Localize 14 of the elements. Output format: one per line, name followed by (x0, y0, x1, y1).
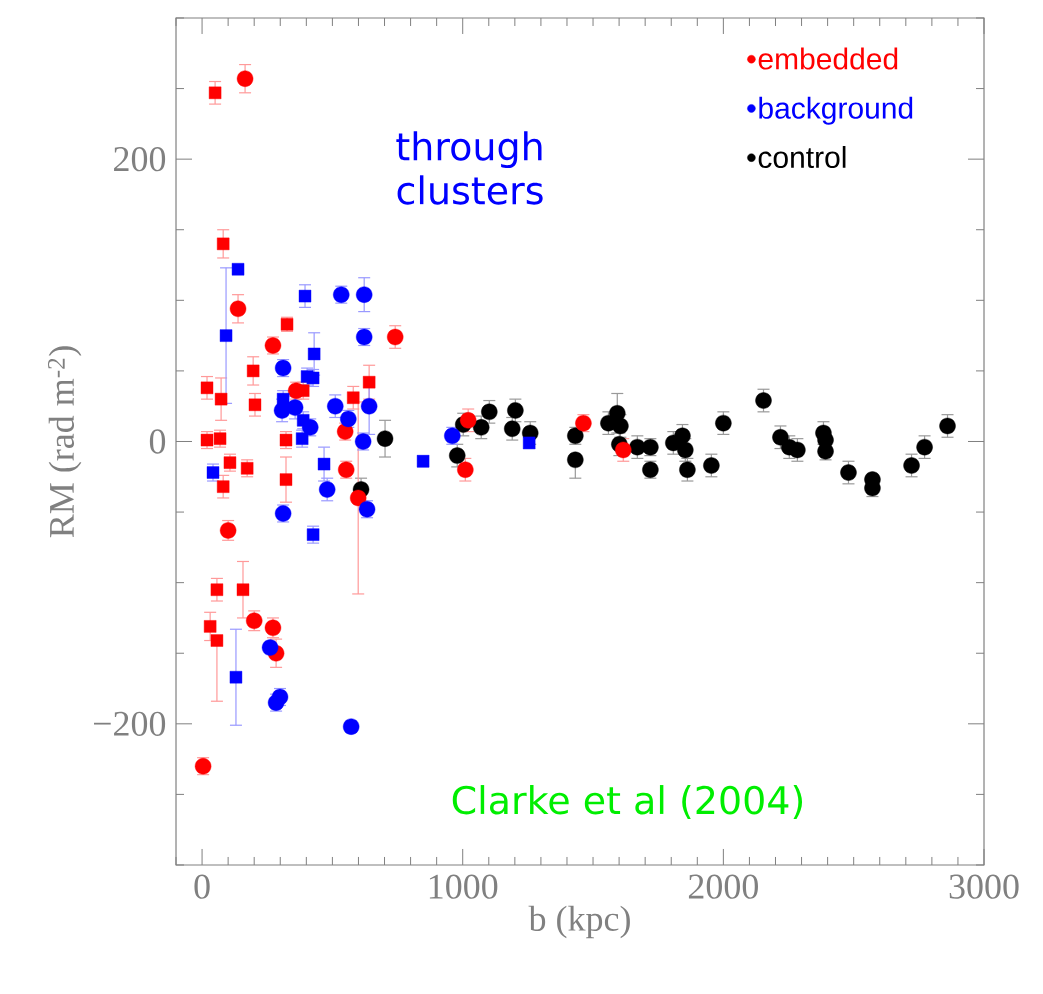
y-tick-label: 0 (149, 429, 166, 454)
x-tick-label: 1000 (429, 874, 498, 899)
x-tick-label: 0 (194, 874, 210, 899)
x-axis-title: b (kpc) (528, 905, 630, 939)
legend-label: background (759, 96, 913, 125)
annotation: Clarke et al (2004) (452, 785, 803, 819)
legend-label: control (758, 146, 846, 169)
y-tick-label: 200 (114, 147, 166, 172)
x-tick-label: 2000 (688, 874, 758, 899)
legend-label: embedded (758, 47, 898, 70)
y-axis-title: RM (rad m$^{-2}$) (48, 346, 82, 538)
annotation: through clusters (396, 131, 543, 205)
y-tick-label: −200 (93, 711, 166, 736)
x-tick-label: 3000 (949, 874, 1019, 899)
